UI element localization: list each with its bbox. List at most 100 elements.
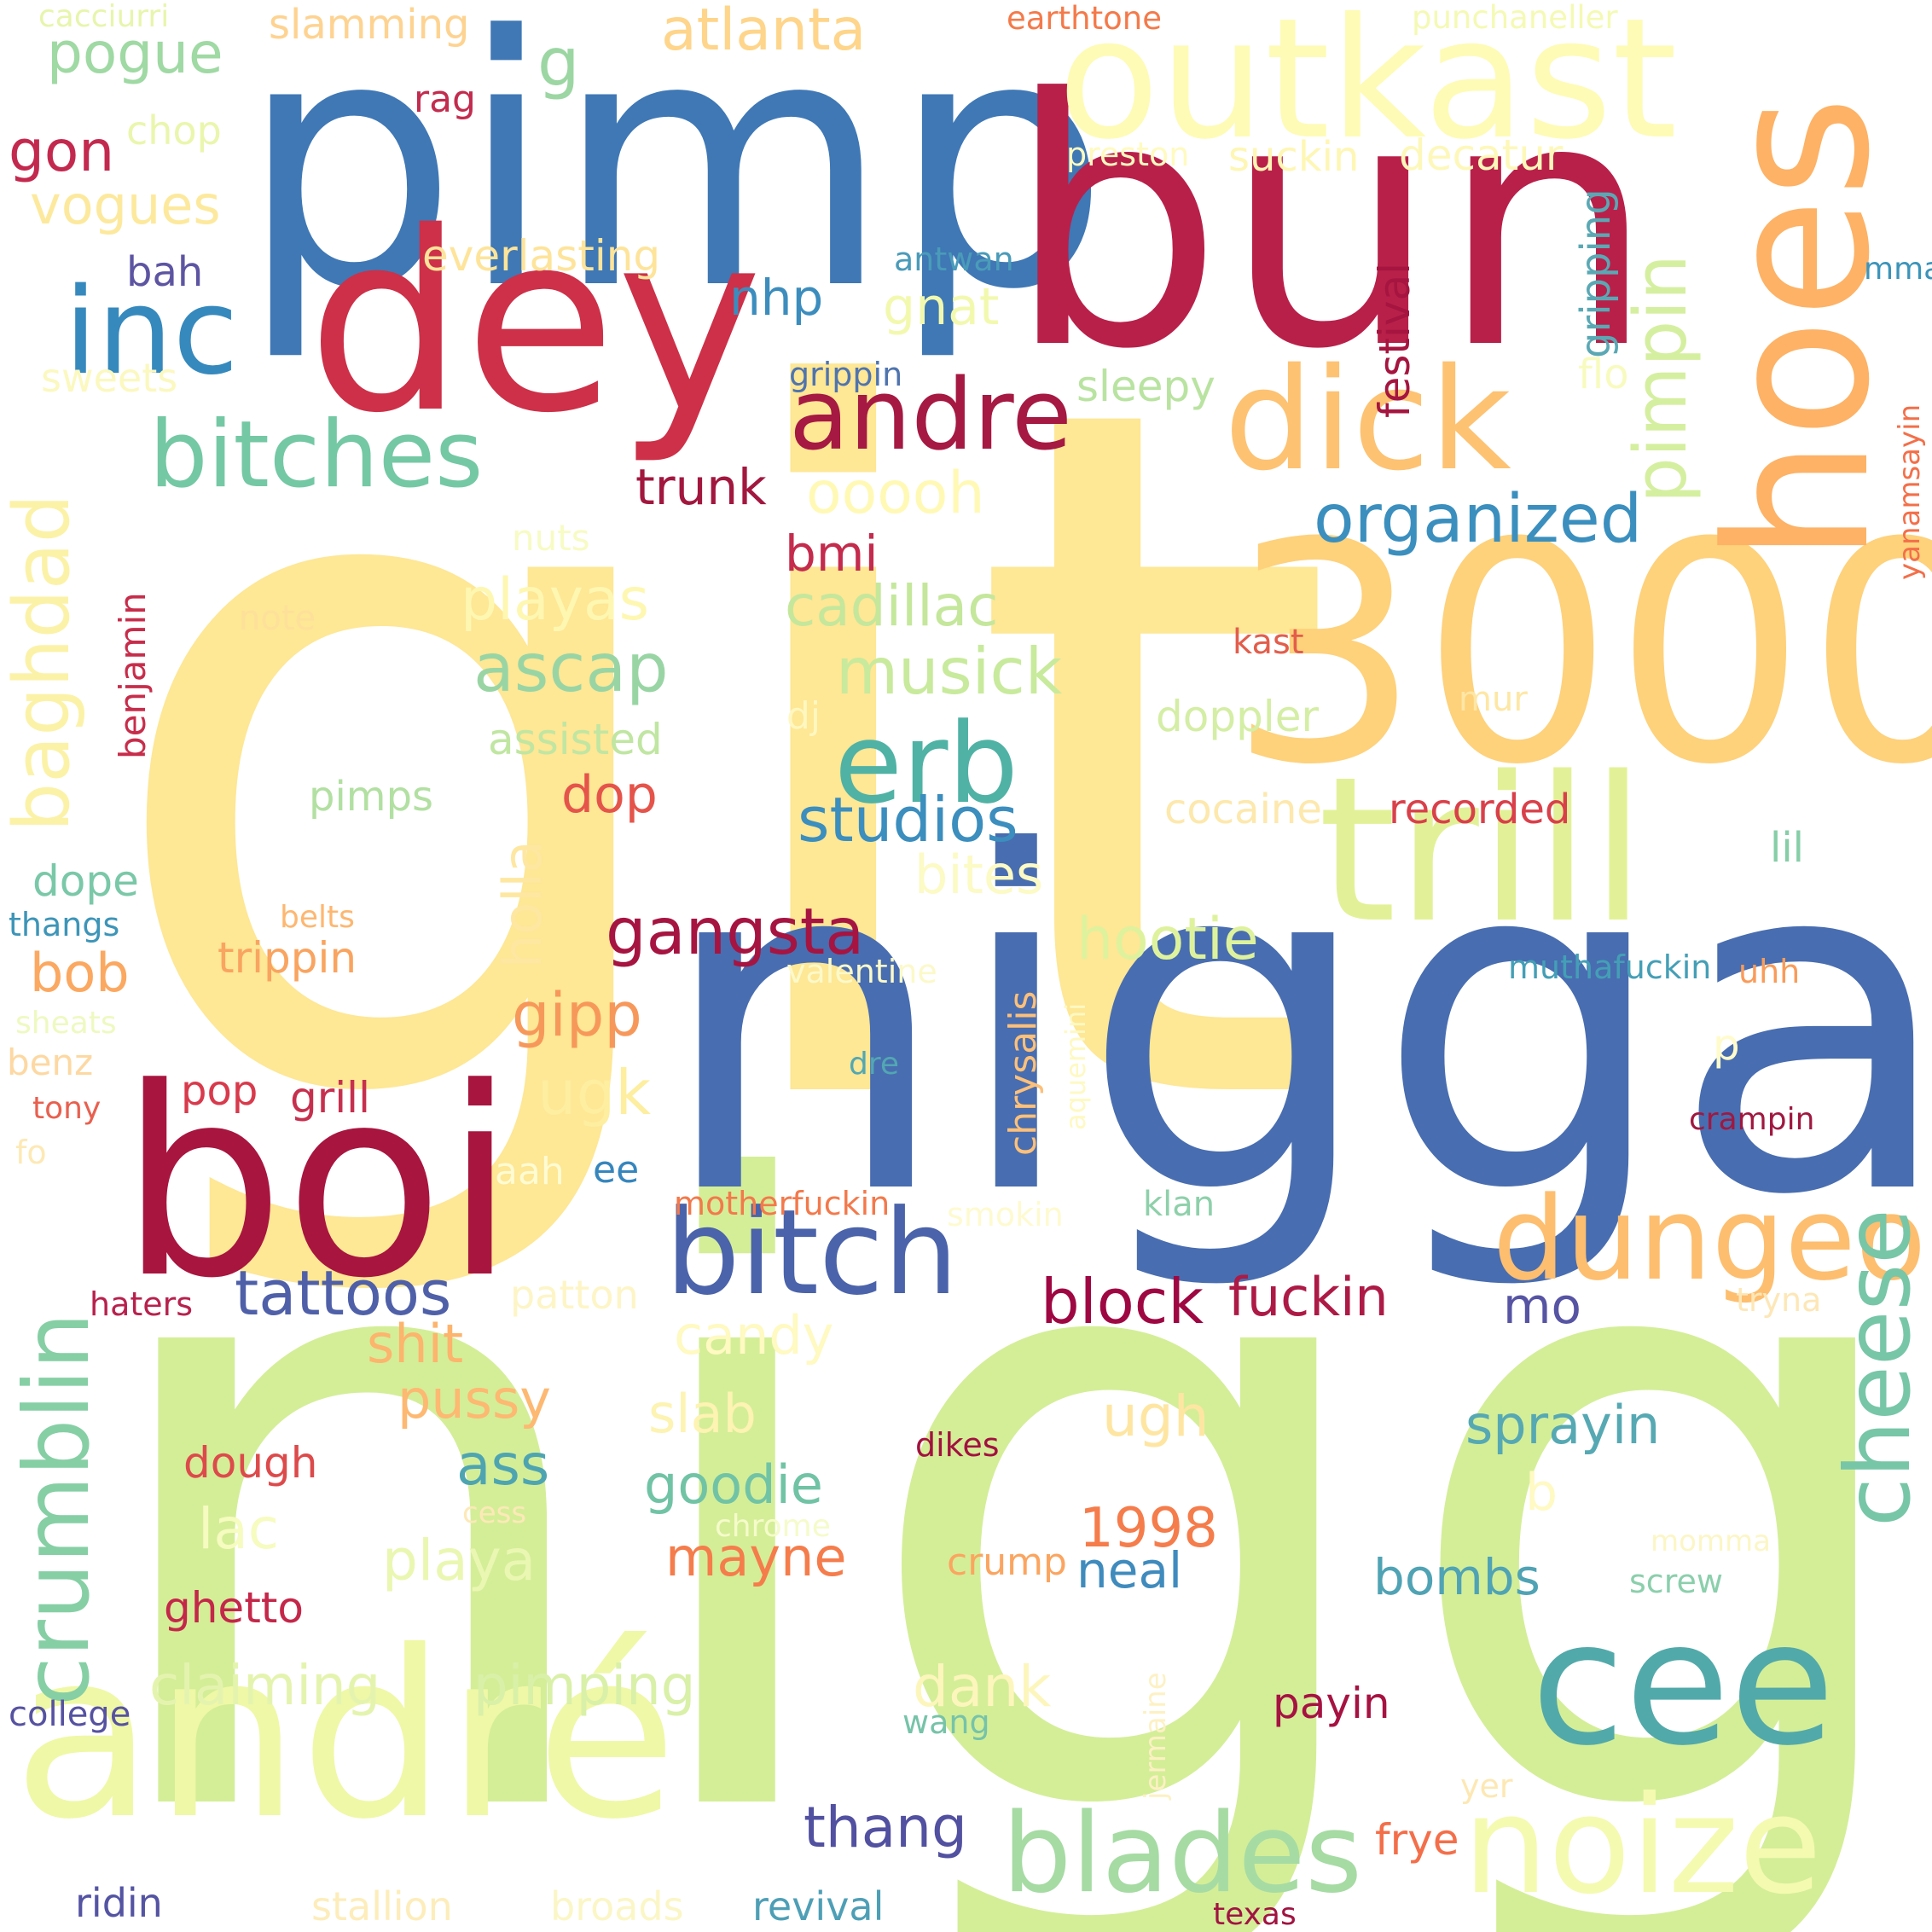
word-cheese: cheese (1826, 1209, 1930, 1527)
word-recorded: recorded (1389, 786, 1571, 833)
word-niggas: niggas (657, 755, 1932, 1297)
word-hoes: hoes (1685, 96, 1913, 563)
word-shit: shit (367, 1313, 464, 1375)
word-ascap: ascap (473, 630, 669, 707)
word-chrysalis: chrysalis (1001, 990, 1045, 1156)
word-motherfuckin: motherfuckin (674, 1185, 891, 1222)
word-belts: belts (280, 900, 355, 935)
word-antwan: antwan (894, 241, 1014, 278)
word-gon: gon (9, 119, 115, 184)
word-chop: chop (126, 107, 222, 154)
word-gangsta: gangsta (606, 894, 865, 969)
word-dank: dank (913, 1654, 1052, 1720)
word-haters: haters (90, 1285, 194, 1323)
word-crump: crump (947, 1540, 1067, 1584)
word-yanamsayin: yanamsayin (1893, 403, 1927, 580)
word-ee: ee (593, 1148, 640, 1192)
word-sweets: sweets (41, 355, 178, 401)
word-flo: flo (1578, 351, 1629, 398)
word-erb: erb (834, 699, 1018, 828)
word-thangs: thangs (9, 906, 120, 943)
word-candy: candy (674, 1304, 834, 1366)
word-revival: revival (752, 1883, 885, 1929)
word-ghetto: ghetto (164, 1583, 304, 1633)
word-mur: mur (1459, 680, 1528, 719)
word-mma: mma (1864, 252, 1932, 287)
word-crumblin: crumblin (5, 1312, 109, 1706)
word-kast: kast (1233, 623, 1304, 662)
word-organized: organized (1314, 481, 1643, 558)
word-ass: ass (456, 1432, 550, 1498)
word-assisted: assisted (488, 715, 663, 764)
word-jermaine: jermaine (1139, 1672, 1173, 1800)
word-baghdad: baghdad (0, 494, 87, 832)
word-studios: studios (798, 784, 1018, 856)
word-grippin: grippin (789, 356, 903, 393)
word-outkast: outkast (1058, 0, 1678, 176)
word-sheats: sheats (15, 1006, 117, 1041)
word-bah: bah (126, 248, 204, 296)
word-trunk: trunk (635, 458, 767, 516)
word-3000: 3000 (1228, 478, 1932, 831)
word-frye: frye (1375, 1815, 1459, 1865)
word-trippin: trippin (218, 933, 357, 983)
word-cadillac: cadillac (785, 573, 999, 639)
word-block: block (1041, 1266, 1204, 1337)
word-pussy: pussy (397, 1368, 551, 1430)
word-decatur: decatur (1399, 131, 1564, 180)
word-pimpin: pimpin (1619, 254, 1703, 503)
word-suckin: suckin (1228, 133, 1360, 181)
word-yer: yer (1460, 1767, 1513, 1805)
word-atlanta: atlanta (661, 0, 867, 64)
word-college: college (9, 1695, 131, 1734)
word-aquemini: aquemini (1059, 1002, 1092, 1130)
word-dikes: dikes (915, 1426, 1000, 1464)
word-neal: neal (1076, 1541, 1183, 1599)
word-sprayin: sprayin (1465, 1394, 1661, 1456)
word-tony: tony (32, 1091, 102, 1126)
word-gripping: gripping (1572, 189, 1620, 358)
word-playa: playa (382, 1528, 537, 1593)
word-blades: blades (1002, 1790, 1362, 1917)
word-mayne: mayne (665, 1526, 847, 1588)
word-nigga: nigga (81, 1013, 1932, 1932)
word-andre-accent: andré (13, 1601, 678, 1870)
word-doppler: doppler (1156, 692, 1320, 741)
word-bun: bun (1007, 27, 1656, 424)
word-note: note (239, 599, 316, 638)
word-boi: boi (119, 1032, 516, 1335)
word-earthtone: earthtone (1007, 0, 1162, 37)
word-vogues: vogues (30, 174, 221, 236)
word-grill: grill (290, 1073, 370, 1123)
word-ooooh: ooooh (806, 460, 985, 527)
word-valentine: valentine (786, 953, 937, 990)
word-bombs: bombs (1373, 1548, 1540, 1606)
word-cee: cee (1531, 1585, 1836, 1784)
word-1998: 1998 (1079, 1497, 1218, 1560)
word-broads: broads (550, 1883, 684, 1929)
word-dj: dj (786, 694, 821, 738)
word-andre: andre (789, 358, 1072, 473)
word-dop: dop (561, 765, 658, 825)
word-dey: dey (307, 180, 763, 467)
word-texas: texas (1213, 1897, 1297, 1932)
word-patton: patton (510, 1272, 639, 1318)
word-rag: rag (414, 78, 476, 121)
word-dope: dope (32, 856, 139, 906)
word-gnat: gnat (883, 277, 1000, 337)
word-payin: payin (1273, 1679, 1390, 1728)
word-nuts: nuts (512, 517, 590, 559)
word-aah: aah (495, 1150, 565, 1193)
word-screw: screw (1629, 1563, 1723, 1600)
word-pimps: pimps (309, 773, 434, 821)
word-lil: lil (1770, 824, 1805, 872)
word-noize: noize (1463, 1767, 1822, 1924)
word-crampin: crampin (1689, 1102, 1815, 1137)
word-festival: festival (1370, 262, 1419, 418)
word-musick: musick (836, 634, 1063, 709)
word-dick: dick (1224, 338, 1511, 502)
word-cacciurri: cacciurri (38, 0, 170, 34)
word-ugk: ugk (537, 1057, 652, 1128)
